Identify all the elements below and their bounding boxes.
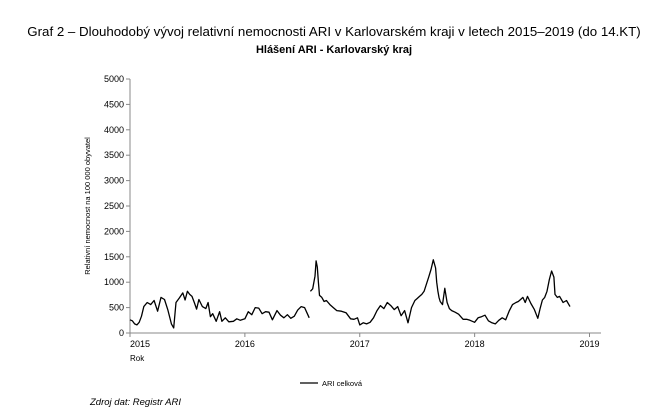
y-tick-label: 3500: [104, 150, 124, 160]
y-tick-label: 2500: [104, 201, 124, 211]
series-line-ari-celkova: [129, 259, 571, 329]
x-axis-label: Rok: [130, 354, 145, 363]
x-ticks: 2015 2016 2017 2018 2019: [129, 333, 600, 349]
y-tick-label: 0: [119, 328, 124, 338]
x-tick-label: 2018: [465, 339, 485, 349]
y-tick-label: 1500: [104, 252, 124, 262]
x-tick-label: 2019: [579, 339, 599, 349]
x-tick-label: 2016: [235, 339, 255, 349]
y-axis-label: Relativní nemocnost na 100 000 obyvatel: [83, 137, 92, 275]
y-tick-label: 5000: [104, 74, 124, 84]
x-tick-label: 2015: [130, 339, 150, 349]
y-tick-label: 4000: [104, 125, 124, 135]
y-ticks: 0 500 1000 1500 2000 2500 3000 3500 4000 4500 5000: [104, 74, 130, 338]
y-tick-label: 1000: [104, 277, 124, 287]
chart-title: Hlášení ARI - Karlovarský kraj: [255, 44, 413, 56]
legend-label: ARI celková: [322, 379, 363, 388]
y-tick-label: 3000: [104, 176, 124, 186]
series-group: [129, 259, 571, 329]
y-tick-label: 500: [109, 303, 124, 313]
figure-caption: Graf 2 – Dlouhodobý vývoj relativní nemo…: [27, 24, 641, 39]
source-note: Zdroj dat: Registr ARI: [90, 397, 181, 408]
y-tick-label: 2000: [104, 226, 124, 236]
y-tick-label: 4500: [104, 99, 124, 109]
x-tick-label: 2017: [350, 339, 370, 349]
